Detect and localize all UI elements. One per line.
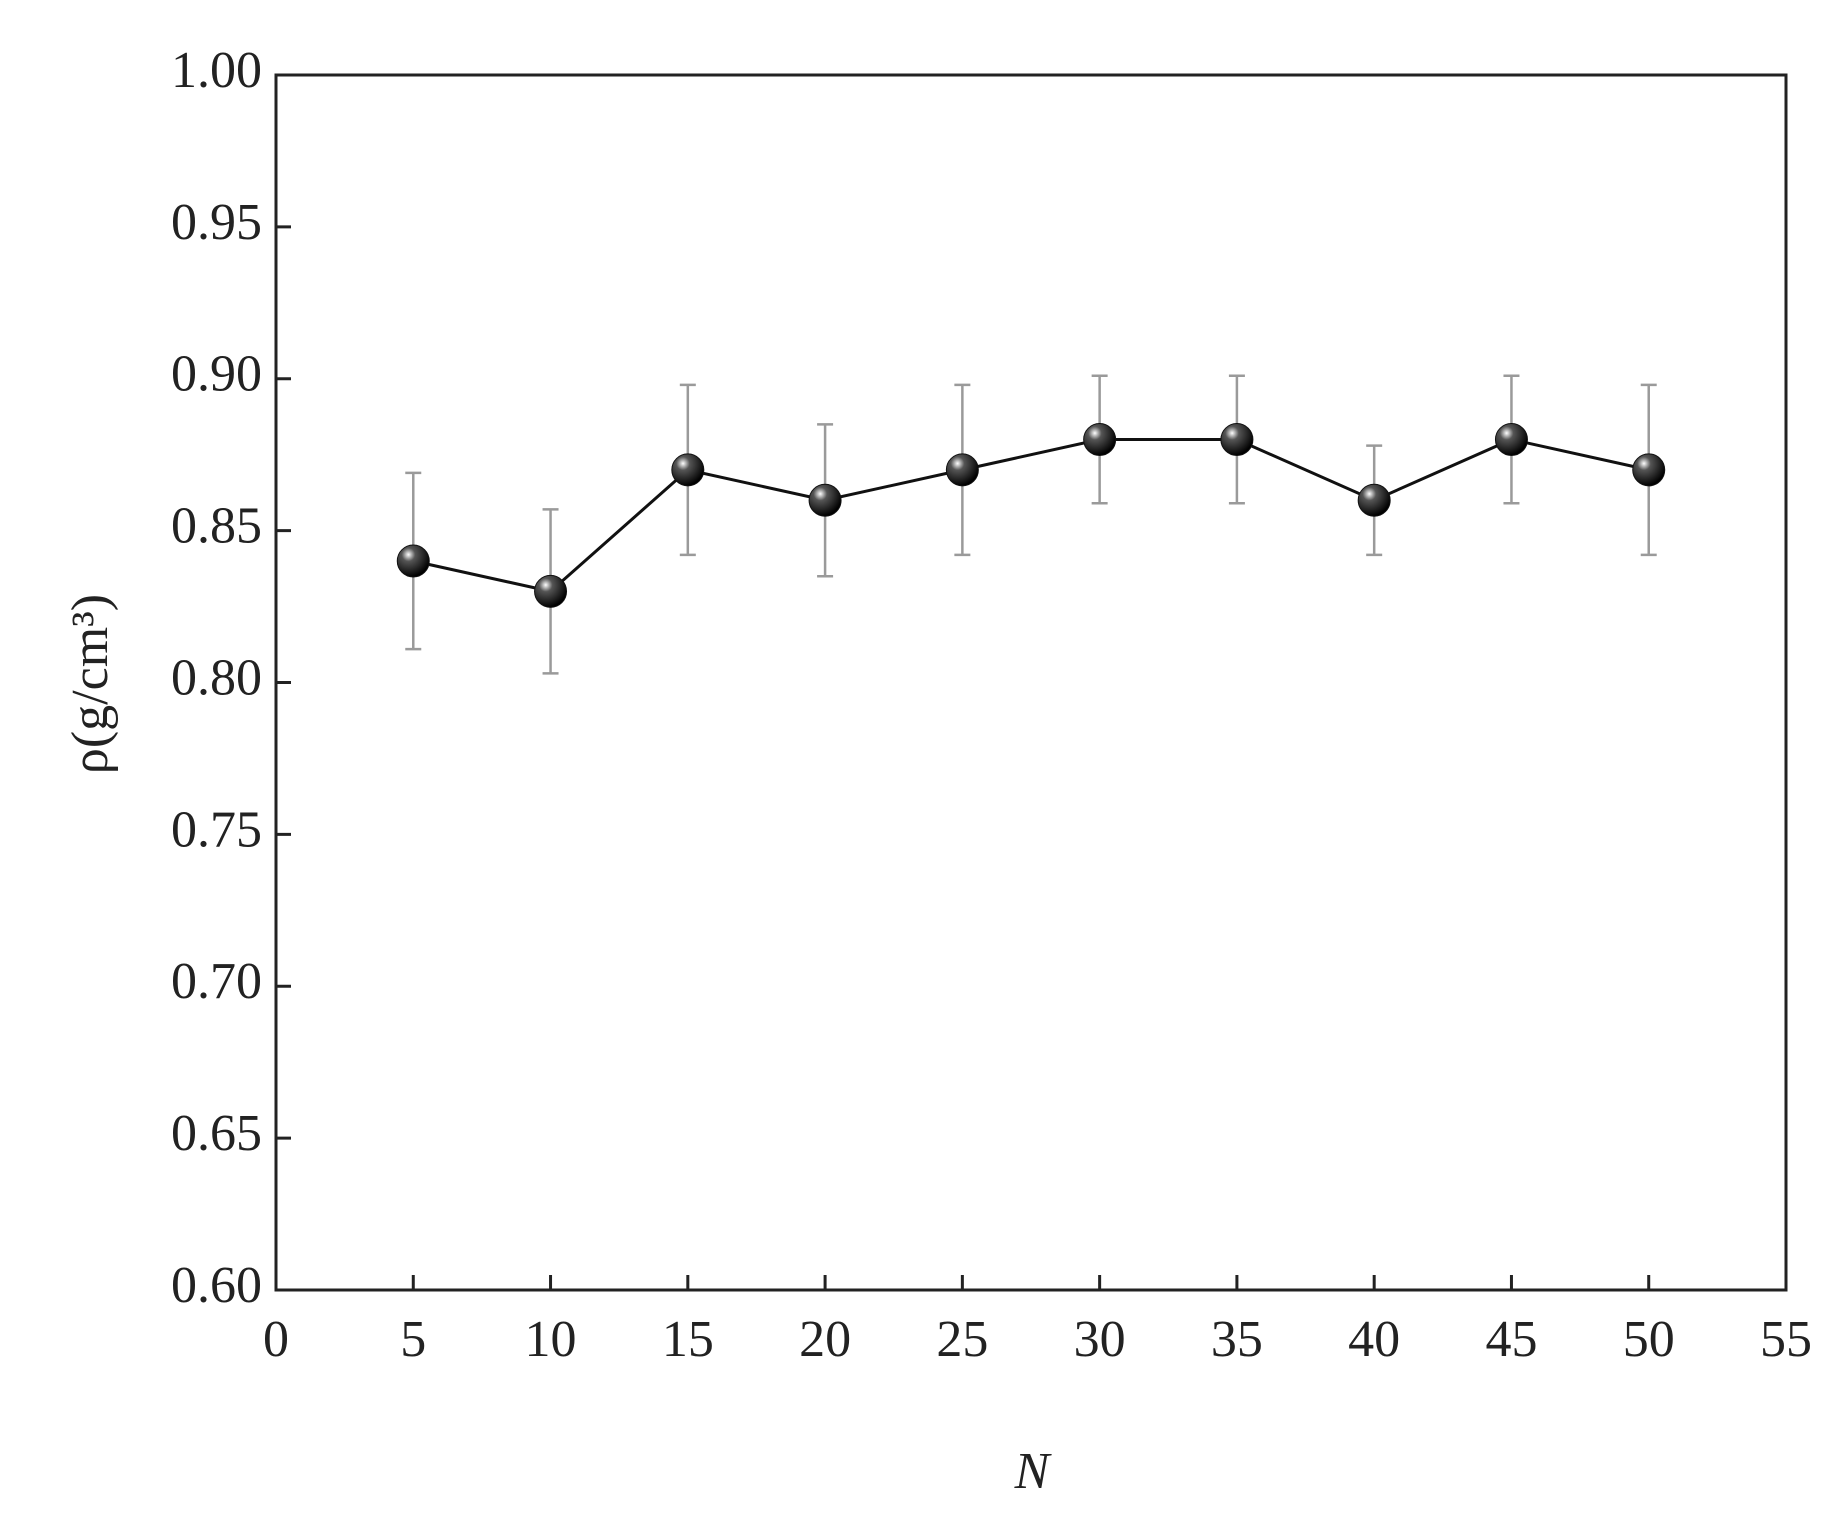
x-tick-label: 30: [1074, 1311, 1126, 1368]
data-point: [671, 453, 705, 487]
data-line: [412, 437, 1650, 594]
y-tick-label: 0.95: [171, 194, 262, 251]
data-point: [1494, 423, 1528, 456]
plot-frame: [274, 73, 1788, 1292]
data-point: [1357, 483, 1391, 517]
x-tick-label: 40: [1348, 1311, 1400, 1368]
x-tick-label: 50: [1623, 1311, 1675, 1368]
data-point: [945, 453, 979, 487]
data-point: [1083, 423, 1117, 456]
x-tick-label: 25: [936, 1311, 988, 1368]
y-tick-label: 0.60: [171, 1257, 262, 1314]
y-tick-label: 0.70: [171, 953, 262, 1010]
x-tick-label: 10: [525, 1311, 577, 1368]
y-axis-label: ρ(g/cm³): [62, 594, 119, 774]
x-tick-label: 5: [400, 1311, 426, 1368]
x-tick-label: 45: [1485, 1311, 1537, 1368]
y-tick-label: 0.90: [171, 346, 262, 403]
data-point: [1220, 423, 1254, 456]
x-tick-label: 0: [263, 1311, 289, 1368]
data-point: [1632, 453, 1666, 487]
x-axis-label: N: [1014, 1443, 1053, 1500]
y-tick-label: 0.75: [171, 801, 262, 858]
y-tick-label: 1.00: [171, 42, 262, 99]
data-point: [534, 574, 568, 608]
x-tick-label: 15: [662, 1311, 714, 1368]
y-tick-label: 0.80: [171, 649, 262, 706]
x-tick-label: 55: [1760, 1311, 1812, 1368]
y-tick-label: 0.65: [171, 1105, 262, 1162]
x-tick-label: 20: [799, 1311, 851, 1368]
data-point: [396, 544, 430, 578]
y-tick-label: 0.85: [171, 498, 262, 555]
data-point: [808, 483, 842, 517]
x-tick-label: 35: [1211, 1311, 1263, 1368]
